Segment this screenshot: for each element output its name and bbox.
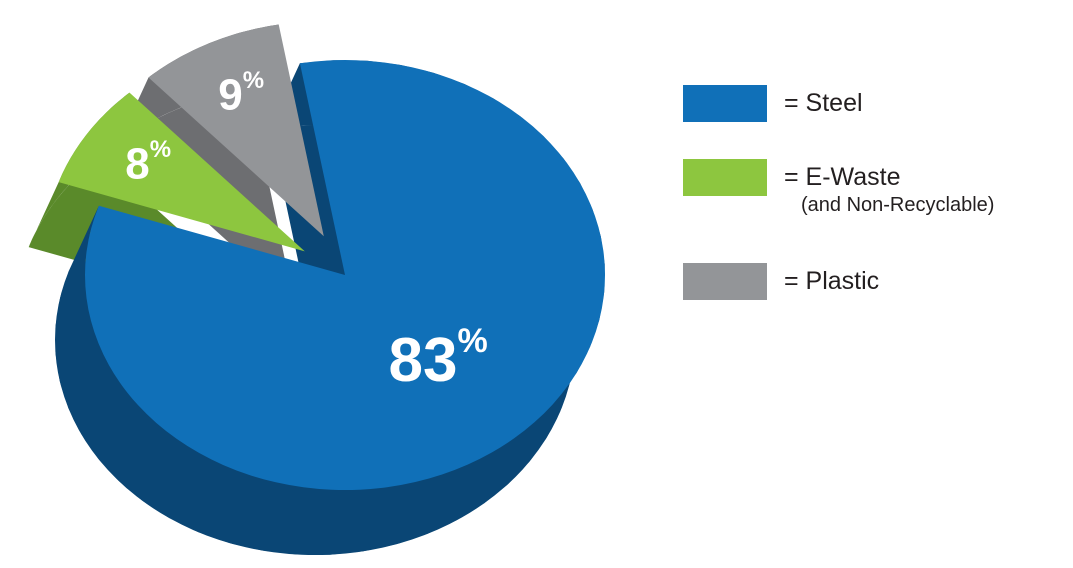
pie-slice-steel (85, 60, 606, 491)
pie-label-layer: 8% 9% 83% (125, 67, 487, 395)
data-label-plastic: 9% (218, 67, 264, 119)
legend-swatch-steel (683, 85, 767, 122)
legend-swatch-plastic (683, 263, 767, 300)
legend-item-e-waste: = E-Waste (and Non-Recyclable) (683, 159, 1073, 219)
legend-label-steel: = Steel (784, 89, 863, 117)
pie-slice-plastic (148, 24, 324, 237)
legend-item-plastic: = Plastic (683, 263, 1073, 323)
legend-label-plastic: = Plastic (784, 267, 880, 295)
data-label-e-waste: 8% (125, 137, 171, 189)
pie-slice-e-waste (58, 92, 305, 252)
legend-swatch-e-waste (683, 159, 767, 196)
legend-item-steel: = Steel (683, 85, 1073, 145)
data-label-steel: 83% (388, 322, 487, 395)
legend-label-e-waste: = E-Waste (784, 163, 901, 191)
legend-sublabel-e-waste: (and Non-Recyclable) (801, 194, 995, 216)
pie-top-layer (58, 24, 606, 491)
